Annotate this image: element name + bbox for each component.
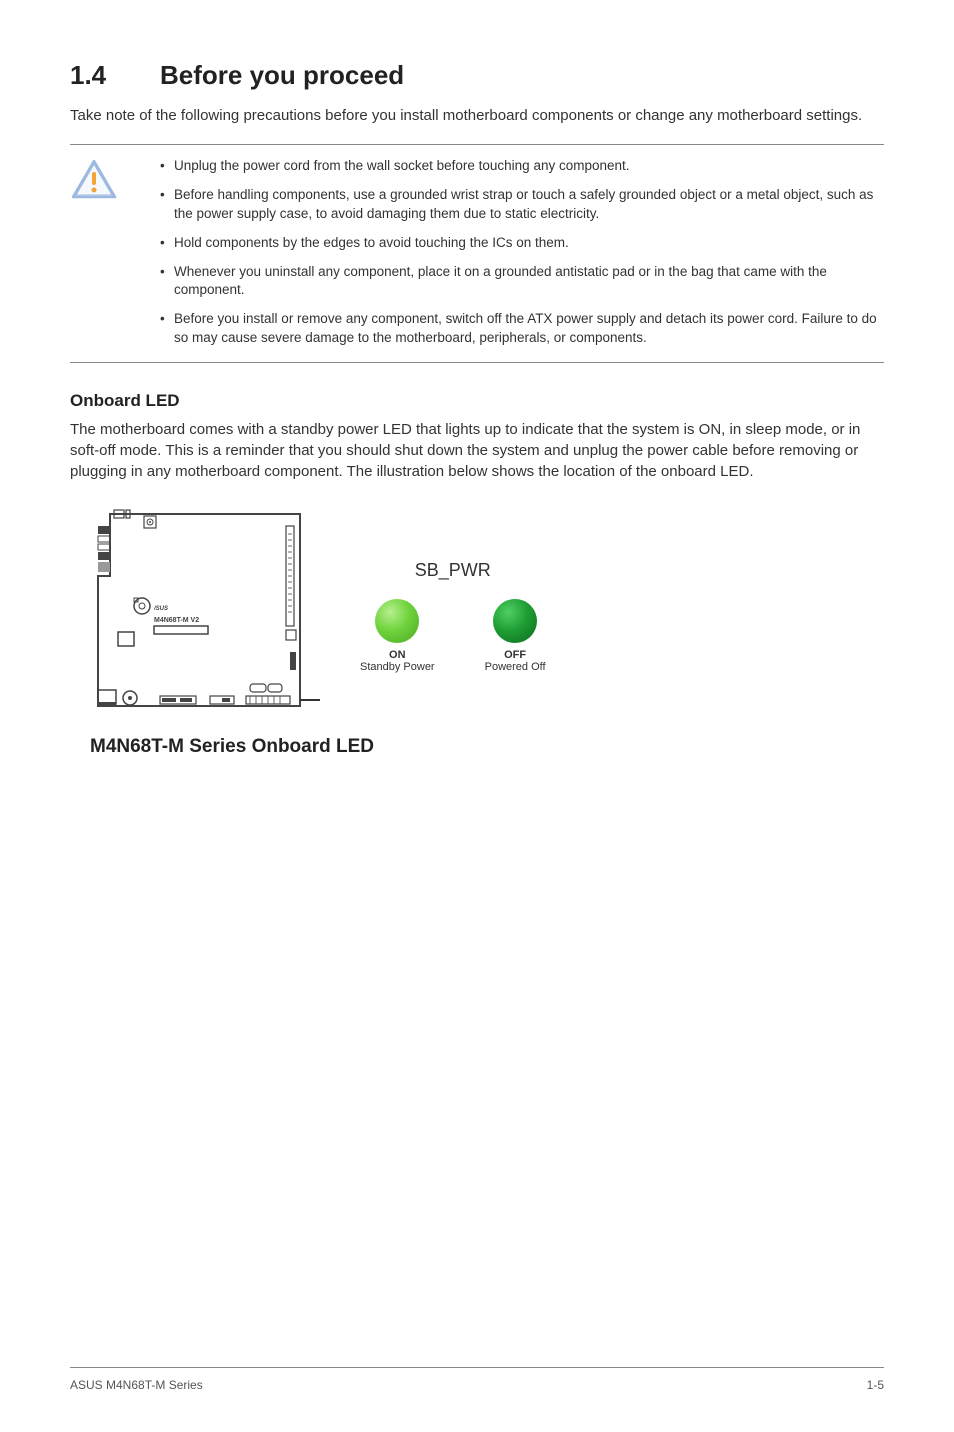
section-number: 1.4 — [70, 60, 160, 91]
footer-right: 1-5 — [867, 1378, 884, 1392]
onboard-led-text: The motherboard comes with a standby pow… — [70, 419, 884, 482]
section-intro: Take note of the following precautions b… — [70, 105, 884, 126]
warning-item: Whenever you uninstall any component, pl… — [160, 263, 884, 301]
warning-item: Before handling components, use a ground… — [160, 186, 884, 224]
diagram-caption: M4N68T-M Series Onboard LED — [90, 736, 884, 758]
led-header: SB_PWR — [415, 560, 491, 581]
page-footer: ASUS M4N68T-M Series 1-5 — [70, 1367, 884, 1392]
onboard-led-heading: Onboard LED — [70, 391, 884, 411]
warning-item: Unplug the power cord from the wall sock… — [160, 157, 884, 176]
footer-left: ASUS M4N68T-M Series — [70, 1378, 203, 1392]
warning-block: Unplug the power cord from the wall sock… — [70, 144, 884, 363]
led-on: ON Standby Power — [360, 599, 435, 673]
led-panel: SB_PWR ON Standby Power OFF Powered Off — [360, 560, 546, 673]
led-off-sublabel: Powered Off — [485, 661, 546, 673]
warning-list: Unplug the power cord from the wall sock… — [130, 157, 884, 348]
warning-item: Before you install or remove any compone… — [160, 310, 884, 348]
warning-icon — [70, 157, 130, 348]
section-title: 1.4Before you proceed — [70, 60, 884, 91]
led-off-label: OFF — [504, 649, 526, 661]
led-off: OFF Powered Off — [485, 599, 546, 673]
led-on-label: ON — [389, 649, 406, 661]
svg-text:/SUS: /SUS — [153, 606, 168, 612]
board-model-text: M4N68T-M V2 — [154, 617, 199, 624]
led-on-sublabel: Standby Power — [360, 661, 435, 673]
led-off-dot — [493, 599, 537, 643]
motherboard-illustration: /SUS M4N68T-M V2 — [90, 506, 320, 726]
section-heading: Before you proceed — [160, 60, 404, 90]
onboard-led-diagram: /SUS M4N68T-M V2 — [90, 506, 884, 726]
warning-item: Hold components by the edges to avoid to… — [160, 234, 884, 253]
led-on-dot — [375, 599, 419, 643]
